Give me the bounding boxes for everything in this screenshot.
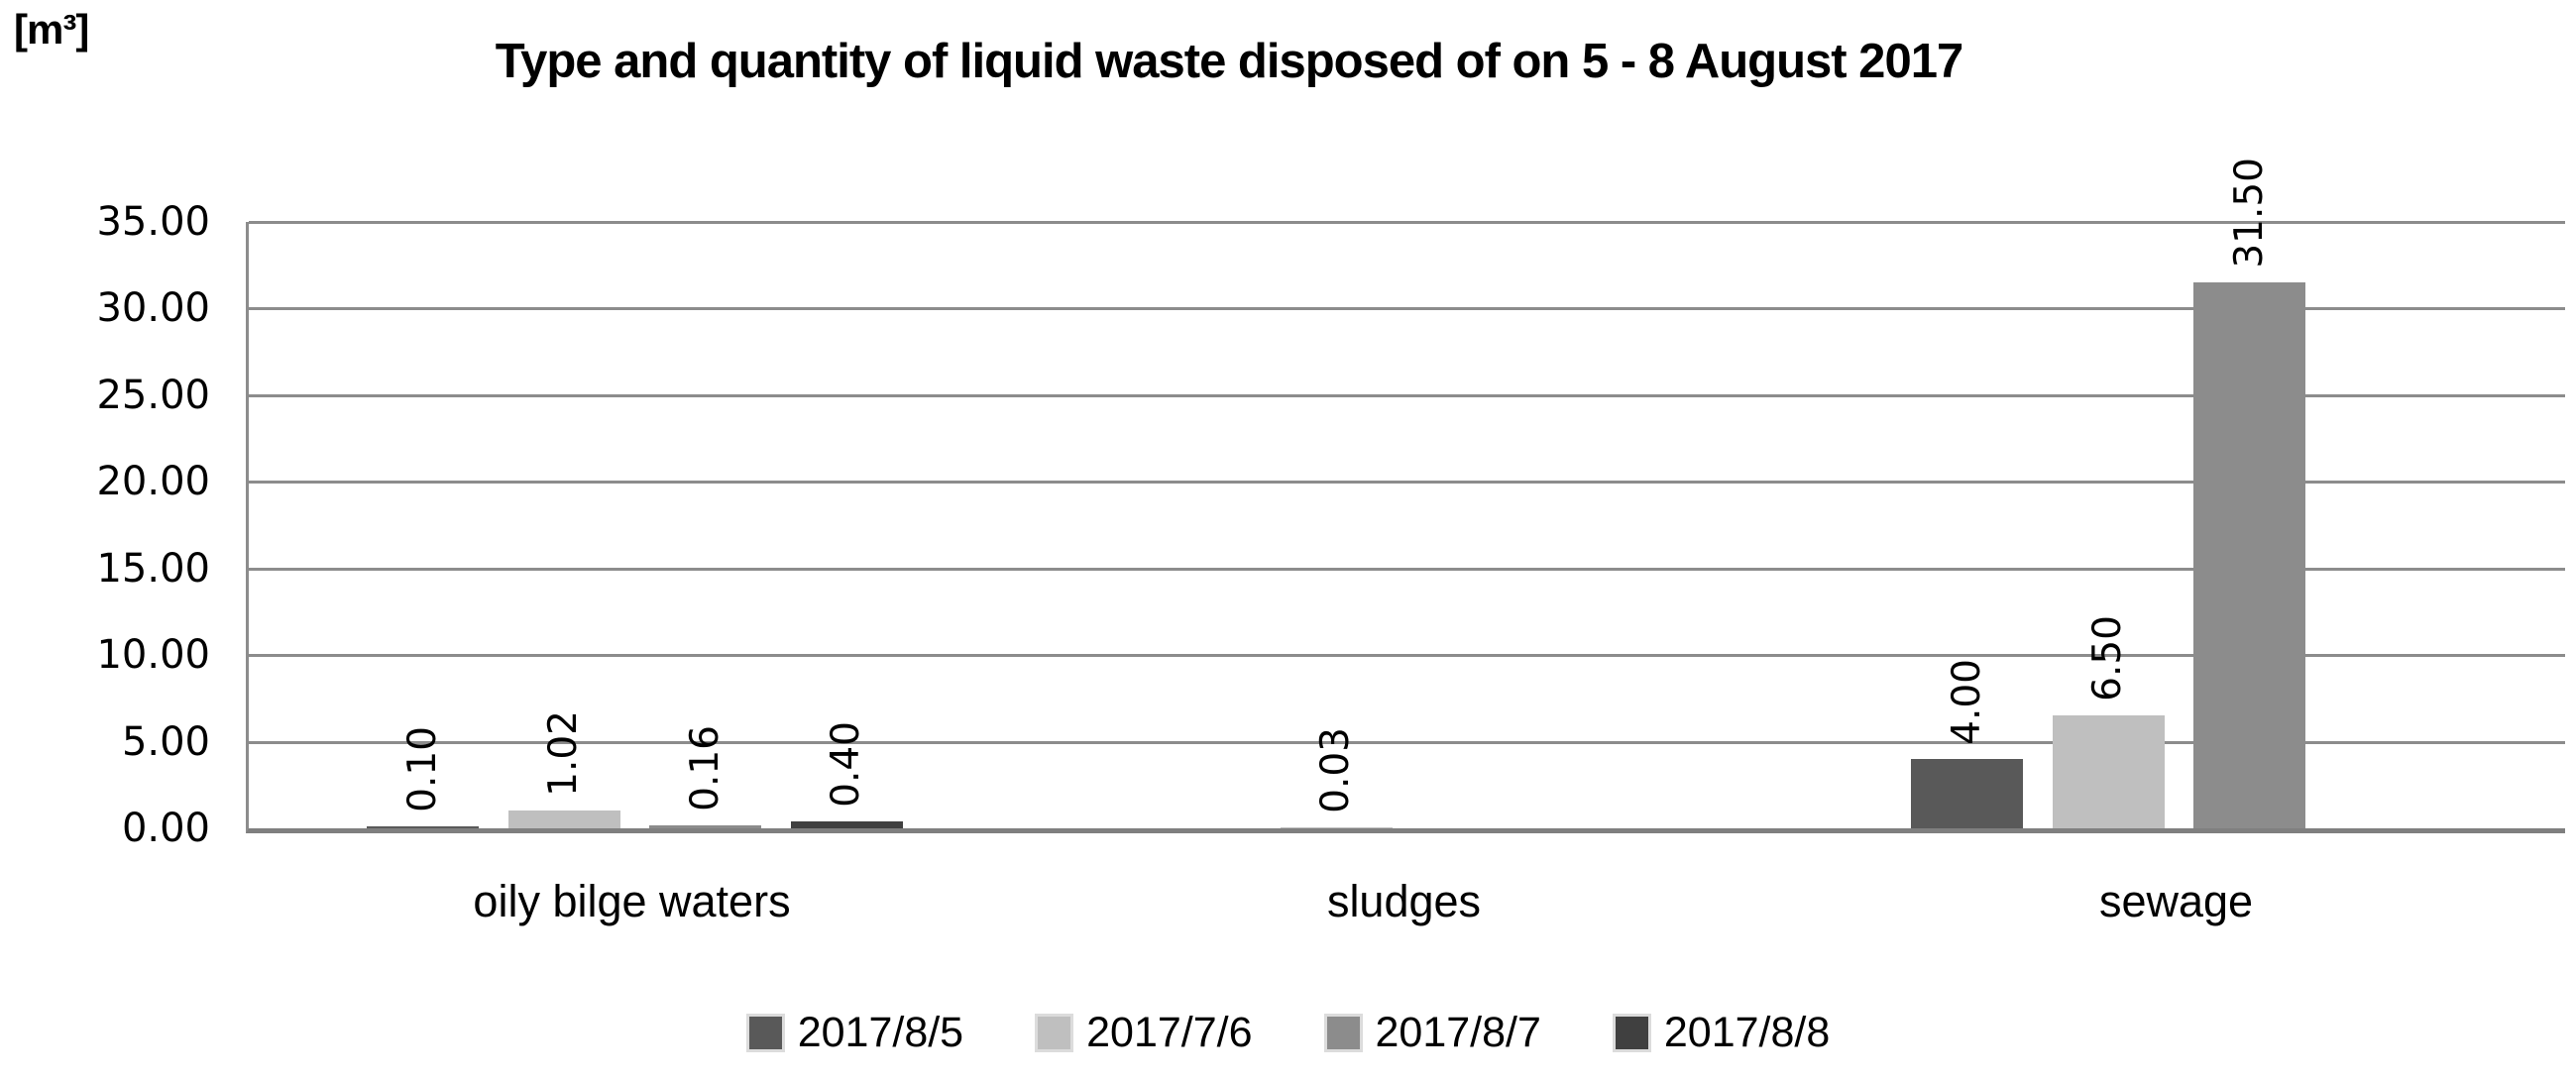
y-tick-label: 0.00 xyxy=(121,806,210,851)
bar-2017-8-7-oily-bilge-waters xyxy=(649,825,761,828)
y-tick-label: 10.00 xyxy=(96,632,210,678)
bar-2017-8-5-oily-bilge-waters xyxy=(367,826,479,828)
bar-value-label: 6.50 xyxy=(2085,615,2130,702)
gridline xyxy=(249,307,2565,310)
chart-title: Type and quantity of liquid waste dispos… xyxy=(495,35,1963,88)
y-tick-label: 15.00 xyxy=(96,546,210,592)
x-category-label: sludges xyxy=(1326,876,1482,926)
legend-label: 2017/8/8 xyxy=(1663,1009,1831,1056)
legend-swatch-icon xyxy=(745,1014,785,1052)
legend-swatch-icon xyxy=(1035,1014,1074,1052)
legend-item: 2017/8/8 xyxy=(1612,1009,1831,1057)
y-tick-label: 5.00 xyxy=(121,719,210,765)
y-tick-label: 20.00 xyxy=(96,459,210,504)
legend-item: 2017/7/6 xyxy=(1035,1009,1253,1057)
bar-value-label: 0.03 xyxy=(1313,727,1358,813)
y-tick-label: 30.00 xyxy=(96,285,210,331)
bar-value-label: 0.10 xyxy=(400,726,445,812)
bar-2017-7-6-sludges xyxy=(1281,827,1393,828)
legend-item: 2017/8/5 xyxy=(745,1009,964,1057)
gridline xyxy=(249,654,2565,657)
plot-area: 0.10 4.00 1.02 0.03 6.50 0.16 31.50 0.40 xyxy=(246,158,2565,833)
bar-2017-8-5-sewage xyxy=(1911,759,2023,828)
y-tick-label: 25.00 xyxy=(96,373,210,418)
y-axis-unit-label: [m³] xyxy=(14,6,89,53)
legend-label: 2017/8/7 xyxy=(1375,1009,1541,1056)
bar-2017-8-8-oily-bilge-waters xyxy=(791,821,903,828)
bar-value-label: 0.40 xyxy=(824,721,868,808)
x-category-label: oily bilge waters xyxy=(473,876,791,926)
y-tick-label: 35.00 xyxy=(96,199,210,245)
legend-swatch-icon xyxy=(1612,1014,1651,1052)
bar-2017-7-6-sewage xyxy=(2053,715,2165,828)
gridline xyxy=(249,568,2565,571)
legend-label: 2017/8/5 xyxy=(797,1009,964,1056)
bar-2017-8-7-sewage xyxy=(2193,282,2305,828)
gridline xyxy=(249,221,2565,224)
bar-value-label: 1.02 xyxy=(541,710,586,797)
x-category-label: sewage xyxy=(2098,876,2254,926)
legend-swatch-icon xyxy=(1323,1014,1363,1052)
bar-value-label: 0.16 xyxy=(683,725,728,811)
gridline xyxy=(249,481,2565,484)
legend-label: 2017/7/6 xyxy=(1086,1009,1253,1056)
legend-item: 2017/8/7 xyxy=(1323,1009,1541,1057)
bar-2017-7-6-oily-bilge-waters xyxy=(508,811,620,828)
bar-value-label: 31.50 xyxy=(2227,158,2272,269)
legend: 2017/8/5 2017/7/6 2017/8/7 2017/8/8 xyxy=(0,1009,2576,1057)
gridline xyxy=(249,394,2565,397)
bar-value-label: 4.00 xyxy=(1945,659,1989,745)
gridline xyxy=(249,741,2565,744)
